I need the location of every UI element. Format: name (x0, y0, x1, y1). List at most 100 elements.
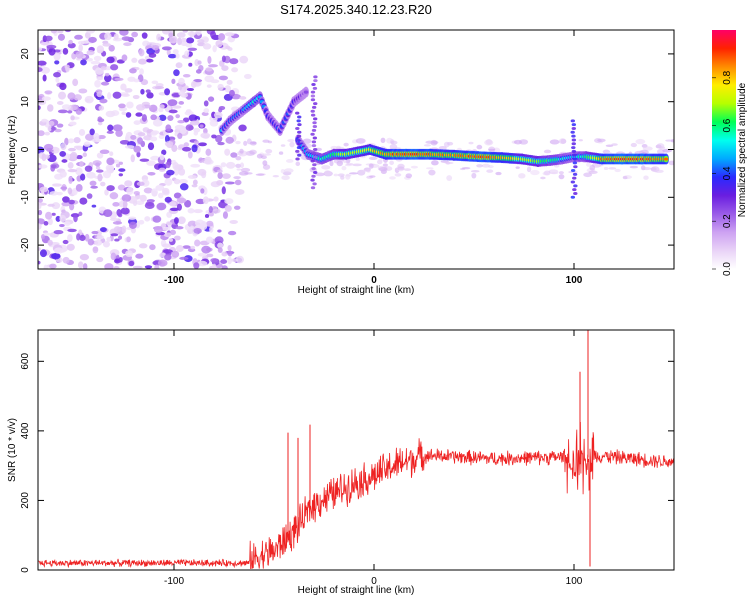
spectrogram-spike-cell (296, 134, 302, 138)
spectrogram-halo-cell (265, 148, 273, 154)
spectrogram-noise-cell (171, 78, 176, 85)
spectrogram-spike-cell (571, 149, 577, 153)
spectrogram-noise-cell (54, 247, 64, 254)
spectrogram-noise-cell (200, 132, 211, 139)
spectrogram-halo-cell (397, 166, 405, 171)
spectrogram-y-tick-label: -10 (20, 190, 31, 205)
spectrogram-noise-cell (38, 223, 42, 230)
spectrogram-noise-cell (151, 130, 160, 135)
spectrogram-noise-cell (56, 101, 64, 105)
spectrogram-spike-cell (310, 113, 316, 117)
spectrogram-noise-cell (153, 226, 163, 233)
spectrogram-spike-cell (295, 138, 301, 142)
spectrogram-noise-cell (201, 245, 211, 254)
spectrogram-noise-cell (226, 79, 233, 85)
spectrogram-noise-cell (102, 170, 112, 179)
spectrogram-noise-cell (39, 249, 47, 258)
spectrogram-noise-cell (50, 30, 58, 34)
spectrogram-noise-cell (179, 126, 187, 135)
spectrogram-spike-cell (571, 123, 577, 127)
spectrogram-noise-cell (78, 44, 83, 52)
spectrogram-halo-cell (605, 144, 614, 147)
spectrogram-noise-cell (114, 77, 124, 81)
spectrogram-noise-cell (211, 263, 217, 269)
spectrogram-noise-cell (112, 202, 120, 207)
spectrogram-halo-cell (361, 169, 366, 173)
spectrogram-noise-cell (158, 192, 164, 199)
spectrogram-noise-cell (118, 173, 123, 177)
spectrogram-noise-cell (79, 197, 88, 205)
spectrogram-noise-cell (205, 236, 214, 244)
spectrogram-spike-cell (572, 157, 577, 161)
spectrogram-noise-cell (174, 235, 181, 241)
spectrogram-spike-cell (311, 174, 316, 178)
spectrogram-spike-cell (572, 188, 577, 192)
spectrogram-noise-cell (49, 191, 59, 196)
spectrogram-noise-cell (47, 218, 53, 226)
spectrogram-halo-cell (235, 163, 242, 168)
spectrogram-noise-cell (47, 239, 53, 246)
spectrogram-noise-cell (194, 59, 200, 67)
spectrogram-noise-cell (137, 132, 146, 137)
spectrogram-y-tick-label: 20 (20, 48, 31, 60)
spectrogram-halo-cell (262, 139, 270, 143)
spectrogram-noise-cell (166, 169, 175, 176)
spectrogram-noise-cell (44, 131, 51, 136)
spectrogram-noise-cell (69, 202, 75, 211)
spectrogram-noise-cell (77, 261, 84, 269)
spectrogram-noise-cell (94, 80, 101, 88)
spectrogram-noise-cell (206, 84, 212, 88)
spectrogram-noise-cell (135, 104, 146, 111)
spectrogram-noise-cell (41, 118, 48, 123)
spectrogram-halo-cell (519, 139, 529, 145)
spectrogram-noise-cell (209, 212, 214, 217)
spectrogram-noise-cell (204, 214, 210, 218)
spectrogram-noise-cell (102, 241, 111, 248)
spectrogram-noise-cell (47, 104, 54, 112)
spectrogram-noise-cell (74, 34, 83, 40)
spectrogram-noise-cell (52, 147, 60, 151)
spectrogram-halo-cell (348, 172, 359, 175)
spectrogram-noise-cell (89, 180, 97, 186)
spectrogram-noise-cell (38, 47, 43, 52)
spectrogram-noise-cell (220, 259, 228, 265)
spectrogram-noise-cell (179, 256, 189, 260)
spectrogram-halo-cell (540, 176, 546, 180)
spectrogram-noise-cell (110, 64, 119, 71)
spectrogram-halo-cell (369, 175, 376, 178)
spectrogram-noise-cell (234, 189, 245, 195)
spectrogram-noise-cell (147, 171, 156, 176)
spectrogram-noise-cell (120, 207, 130, 215)
snr-x-tick-label: -100 (164, 576, 184, 587)
spectrogram-noise-cell (137, 137, 143, 145)
spectrogram-noise-cell (206, 253, 214, 258)
spectrogram-noise-cell (208, 64, 218, 68)
spectrogram-spike-cell (296, 146, 302, 150)
spectrogram-noise-cell (235, 255, 245, 264)
spectrogram-noise-cell (197, 260, 208, 267)
spectrogram-noise-cell (68, 39, 73, 45)
spectrogram-noise-cell (71, 189, 78, 196)
spectrogram-noise-cell (70, 115, 75, 121)
spectrogram-noise-cell (78, 211, 83, 217)
spectrogram-noise-cell (97, 116, 103, 122)
spectrogram-noise-cell (73, 145, 81, 149)
spectrogram-noise-cell (168, 32, 174, 38)
spectrogram-noise-cell (202, 196, 209, 205)
spectrogram-noise-cell (38, 203, 42, 210)
spectrogram-halo-cell (526, 166, 532, 173)
spectrogram-noise-cell (159, 104, 165, 109)
snr-frame (37, 329, 675, 571)
spectrogram-noise-cell (207, 55, 212, 64)
spectrogram-halo-cell (470, 170, 480, 173)
spectrogram-halo-cell (239, 162, 245, 169)
spectrogram-noise-cell (178, 101, 185, 105)
colorbar-tick-label: 0.8 (722, 70, 733, 84)
spectrogram-noise-cell (42, 74, 47, 82)
spectrogram-spike-cell (310, 98, 316, 102)
spectrogram-noise-cell (124, 88, 133, 93)
spectrogram-noise-cell (169, 207, 179, 212)
spectrogram-noise-cell (128, 216, 137, 220)
spectrogram-halo-cell (550, 172, 559, 175)
